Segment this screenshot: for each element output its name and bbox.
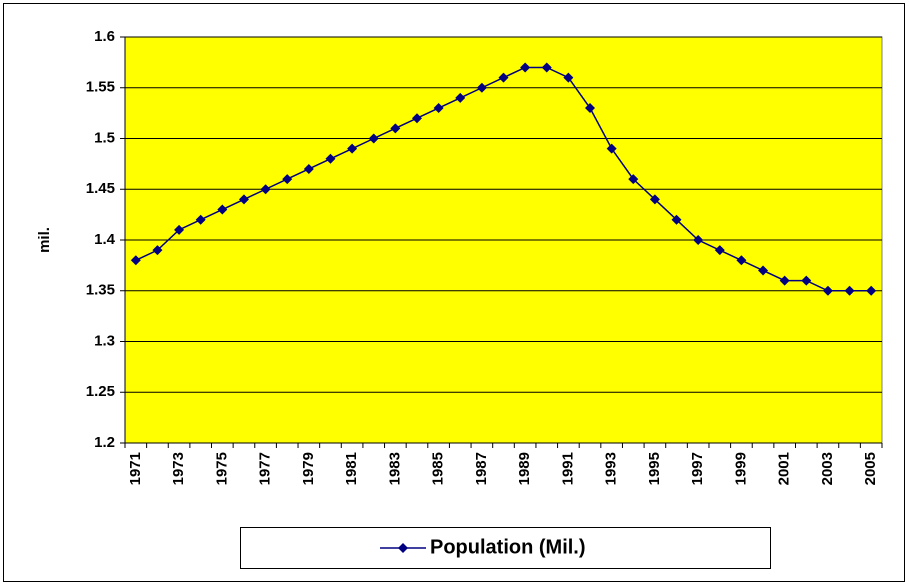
x-tick-label: 1973 bbox=[170, 452, 187, 485]
data-point bbox=[130, 255, 141, 266]
data-point bbox=[649, 194, 660, 205]
y-tick-label: 1.45 bbox=[86, 180, 115, 197]
data-point bbox=[498, 72, 509, 83]
data-point bbox=[238, 194, 249, 205]
data-point bbox=[520, 62, 531, 73]
y-tick-label: 1.6 bbox=[94, 28, 115, 45]
x-tick-label: 1971 bbox=[127, 452, 144, 485]
data-point bbox=[866, 285, 877, 296]
x-tick-label: 1997 bbox=[689, 452, 706, 485]
data-point bbox=[303, 163, 314, 174]
data-point bbox=[758, 265, 769, 276]
y-tick-label: 1.25 bbox=[86, 383, 115, 400]
data-point bbox=[476, 82, 487, 93]
data-point bbox=[693, 235, 704, 245]
data-point bbox=[152, 245, 163, 256]
data-point bbox=[736, 255, 747, 266]
data-point bbox=[563, 72, 574, 83]
x-tick-label: 1991 bbox=[559, 452, 576, 485]
data-point bbox=[628, 174, 639, 185]
data-point bbox=[433, 103, 444, 114]
data-point bbox=[174, 224, 185, 235]
data-point bbox=[844, 285, 855, 296]
x-tick-label: 1999 bbox=[732, 452, 749, 485]
data-point bbox=[390, 123, 401, 134]
data-point bbox=[714, 245, 725, 256]
data-point bbox=[585, 103, 596, 114]
x-tick-label: 1981 bbox=[343, 452, 360, 485]
data-point bbox=[411, 113, 422, 124]
data-point bbox=[455, 92, 466, 103]
data-point bbox=[606, 143, 617, 154]
x-tick-label: 1983 bbox=[386, 452, 403, 485]
y-tick-label: 1.35 bbox=[86, 282, 115, 299]
x-tick-label: 1977 bbox=[257, 452, 274, 485]
x-tick-label: 1975 bbox=[213, 452, 230, 485]
legend-label: Population (Mil.) bbox=[430, 536, 586, 558]
data-point bbox=[671, 214, 682, 225]
data-point bbox=[541, 62, 552, 73]
data-point bbox=[347, 143, 358, 154]
x-tick-label: 2003 bbox=[819, 452, 836, 485]
x-tick-label: 1995 bbox=[646, 452, 663, 485]
x-tick-label: 1987 bbox=[473, 452, 490, 485]
legend-marker bbox=[398, 543, 408, 553]
data-point bbox=[325, 153, 336, 164]
data-point bbox=[801, 275, 812, 286]
data-point bbox=[282, 174, 293, 185]
x-tick-label: 1993 bbox=[603, 452, 620, 485]
x-tick-label: 2005 bbox=[862, 452, 879, 485]
y-tick-label: 1.4 bbox=[94, 231, 116, 248]
y-tick-label: 1.2 bbox=[94, 434, 115, 451]
data-point bbox=[368, 133, 379, 144]
x-tick-label: 2001 bbox=[776, 452, 793, 485]
data-point bbox=[822, 285, 833, 296]
x-tick-label: 1989 bbox=[516, 452, 533, 485]
y-tick-label: 1.5 bbox=[94, 129, 115, 146]
data-point bbox=[217, 204, 228, 215]
legend-box bbox=[240, 527, 771, 569]
y-tick-label: 1.55 bbox=[86, 79, 115, 96]
x-tick-label: 1985 bbox=[430, 452, 447, 485]
data-point bbox=[260, 184, 271, 195]
y-tick-label: 1.3 bbox=[94, 332, 115, 349]
x-tick-label: 1979 bbox=[300, 452, 317, 485]
data-point bbox=[195, 214, 206, 225]
data-point bbox=[779, 275, 790, 286]
y-axis-label: mil. bbox=[36, 227, 53, 253]
